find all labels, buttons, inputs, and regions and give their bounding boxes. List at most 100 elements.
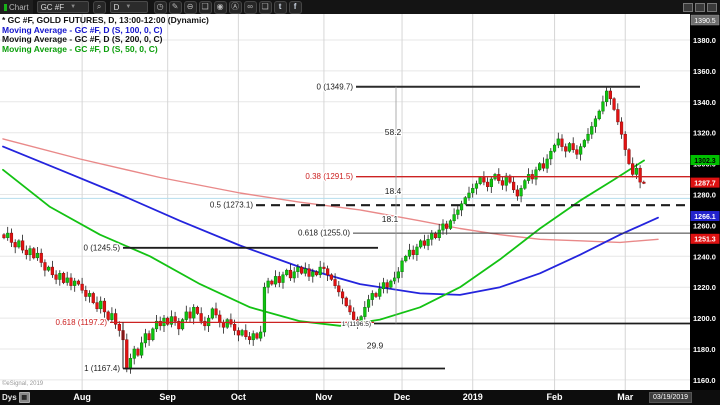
candle: [411, 249, 415, 255]
candle: [456, 209, 460, 215]
candle: [448, 220, 453, 229]
fib-label: 0 (1349.7): [317, 82, 354, 91]
candle: [523, 180, 527, 189]
grid-settings-icon[interactable]: ▦: [18, 392, 30, 403]
pencil-icon[interactable]: ✎: [168, 0, 182, 14]
candle: [32, 248, 36, 259]
candle: [140, 342, 144, 356]
candle: [337, 285, 341, 293]
candle: [43, 262, 47, 271]
candle: [143, 333, 147, 344]
month-label-sep: Sep: [159, 392, 176, 402]
link-icon[interactable]: ∞: [243, 0, 257, 14]
candle: [489, 178, 493, 187]
candle: [534, 169, 538, 180]
candle: [76, 280, 81, 285]
close-button[interactable]: [707, 2, 717, 12]
tab-chart[interactable]: Chart: [0, 0, 33, 14]
candle: [17, 240, 21, 248]
candle: [430, 232, 434, 240]
candle: [564, 146, 568, 152]
facebook-icon[interactable]: f: [288, 0, 302, 14]
candle: [184, 311, 188, 320]
price-tick: 1200.0: [693, 314, 716, 323]
candle: [203, 320, 207, 327]
candle: [352, 311, 356, 320]
candle: [69, 277, 73, 286]
toolbar-icon-row: ◷ ✎ ⊖ ❑ ◉ Ⓐ ∞ ❏ t f: [153, 0, 302, 14]
candle: [169, 316, 174, 325]
restore-button[interactable]: [695, 2, 705, 12]
candle: [552, 144, 557, 152]
candle: [385, 282, 389, 288]
candle: [579, 146, 583, 155]
candle: [195, 307, 200, 314]
candle: [58, 273, 62, 280]
candle: [173, 316, 177, 322]
svg-text:1302.3: 1302.3: [694, 158, 716, 165]
fib-label: 1 (1167.4): [84, 364, 120, 373]
price-tick: 1360.0: [693, 67, 716, 76]
twitter-icon[interactable]: t: [273, 0, 287, 14]
candle: [512, 181, 516, 191]
candle: [303, 268, 307, 274]
candle: [340, 291, 345, 299]
candle: [575, 149, 579, 155]
candle: [210, 308, 214, 319]
candle: [240, 330, 244, 336]
distance-label: 29.9: [367, 340, 384, 350]
fib-label: 0.618 (1255.0): [298, 229, 350, 238]
candle: [374, 293, 378, 297]
candle: [110, 313, 114, 320]
candle: [221, 322, 226, 328]
record-icon[interactable]: ◉: [213, 0, 227, 14]
candle: [407, 249, 412, 257]
price-tick: 1160.0: [693, 376, 716, 385]
quote-note-icon[interactable]: ❑: [198, 0, 212, 14]
candle: [192, 307, 196, 319]
comment-icon[interactable]: ❏: [258, 0, 272, 14]
candle: [147, 333, 151, 341]
candle: [370, 293, 374, 300]
symbol-search-icon[interactable]: ⌕: [92, 0, 106, 14]
candle: [463, 197, 467, 205]
fib-label: 0.5 (1273.1): [210, 201, 253, 210]
candle: [426, 239, 430, 246]
chart-status-dot: [4, 3, 7, 11]
price-tick: 1180.0: [693, 345, 716, 354]
candle: [225, 319, 229, 328]
interval-combo-value: D: [113, 2, 120, 12]
candle: [114, 313, 118, 325]
auto-annotate-icon[interactable]: Ⓐ: [228, 0, 242, 14]
candle: [311, 271, 315, 277]
zoom-out-icon[interactable]: ⊖: [183, 0, 197, 14]
candle: [560, 138, 564, 147]
candle: [292, 271, 296, 279]
month-label-nov: Nov: [315, 392, 333, 402]
interval-combo[interactable]: D ▼: [109, 1, 148, 13]
axis-badge: [690, 177, 720, 188]
candle: [597, 110, 601, 120]
candle: [471, 188, 475, 194]
candle: [35, 252, 40, 259]
candle: [6, 232, 10, 238]
candle: [400, 260, 404, 272]
candle: [333, 279, 337, 286]
symbol-combo[interactable]: GC #F ▼: [36, 1, 89, 13]
chevron-down-icon: ▼: [125, 4, 132, 10]
price-tick: 1280.0: [693, 191, 716, 200]
minimize-button[interactable]: [683, 2, 693, 12]
month-label-aug: Aug: [73, 392, 91, 402]
candle: [21, 240, 25, 251]
clock-icon[interactable]: ◷: [153, 0, 167, 14]
candle: [50, 266, 54, 276]
candle: [608, 90, 612, 99]
esignal-watermark: ©eSignal, 2019: [2, 381, 44, 387]
time-axis[interactable]: Dys ▦ Aug Sep Oct Nov Dec 2019 Feb Mar 03/19/20…: [0, 390, 720, 405]
toolbar: Chart GC #F ▼ ⌕ D ▼ ◷ ✎ ⊖ ❑ ◉ Ⓐ ∞ ❏ t f: [0, 0, 720, 14]
candle: [515, 189, 519, 197]
candle: [259, 331, 263, 339]
candle: [47, 266, 51, 271]
candle: [281, 274, 285, 283]
